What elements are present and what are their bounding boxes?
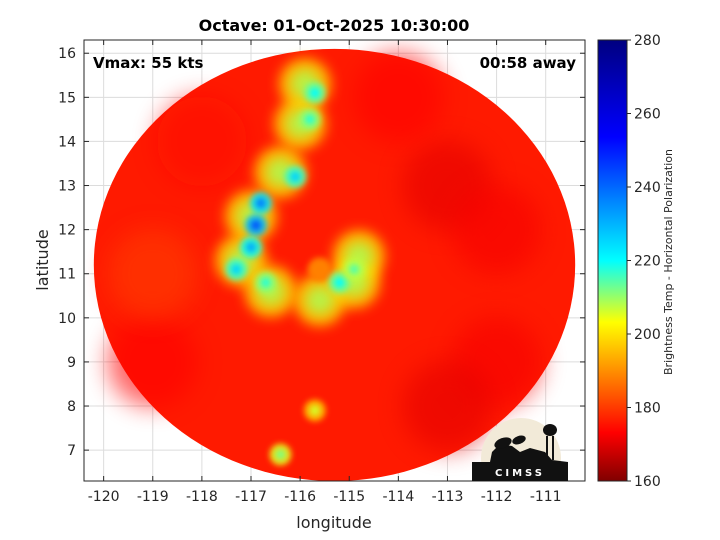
y-tick-label: 11	[58, 267, 76, 283]
convective-core	[246, 242, 256, 253]
colorbar-tick-label: 260	[634, 107, 661, 123]
x-tick-label: -118	[186, 489, 218, 505]
y-tick-label: 12	[58, 223, 76, 239]
y-tick-label: 9	[67, 355, 76, 371]
cimss-logo: CIMSS	[472, 418, 568, 481]
y-axis-label: latitude	[33, 229, 52, 290]
swath-texture	[451, 184, 542, 275]
convective-core	[309, 405, 320, 416]
y-tick-label: 14	[58, 134, 76, 150]
y-axis-ticks: 7 8 9 10 11 12 13 14 15 16	[58, 46, 585, 459]
x-axis-label: longitude	[296, 513, 371, 532]
logo-text: CIMSS	[495, 468, 545, 479]
chart-title: Octave: 01-Oct-2025 10:30:00	[199, 16, 470, 35]
convective-core	[275, 449, 286, 460]
y-tick-label: 7	[67, 443, 76, 459]
y-tick-label: 13	[58, 179, 76, 195]
axes-box	[83, 39, 586, 482]
colorbar-tick-label: 240	[634, 180, 661, 196]
colorbar-ticks: 160 180 200 220 240 260 280	[627, 33, 661, 490]
swath-texture	[107, 316, 198, 407]
swath-texture	[156, 96, 247, 187]
convective-core	[309, 87, 320, 98]
convective-core	[349, 264, 360, 275]
y-tick-label: 10	[58, 311, 76, 327]
colorbar-label: Brightness Temp - Horizontal Polarizatio…	[662, 149, 675, 375]
time-away-annotation: 00:58 away	[480, 54, 577, 72]
x-tick-label: -119	[137, 489, 169, 505]
y-tick-label: 15	[58, 90, 76, 106]
x-tick-label: -113	[432, 489, 464, 505]
storm-eye	[307, 257, 332, 282]
swath-texture	[353, 52, 444, 143]
y-tick-label: 8	[67, 399, 76, 415]
convective-core	[250, 220, 261, 231]
x-tick-label: -114	[382, 489, 414, 505]
colorbar-tick-label: 280	[634, 33, 661, 49]
colorbar-tick-label: 160	[634, 474, 661, 490]
swath-texture	[107, 228, 198, 319]
x-axis-ticks: -120 -119 -118 -117 -116 -115 -114 -113 -112 -111	[88, 40, 562, 505]
vmax-annotation: Vmax: 55 kts	[93, 54, 203, 72]
convective-core	[290, 171, 301, 182]
convective-core	[260, 277, 271, 288]
x-tick-label: -115	[333, 489, 365, 505]
convective-core	[304, 114, 315, 125]
colorbar-tick-label: 180	[634, 401, 661, 417]
x-tick-label: -120	[88, 489, 120, 505]
convective-core	[334, 277, 345, 288]
swath-texture	[402, 361, 493, 452]
x-tick-label: -116	[284, 489, 316, 505]
colorbar-tick-label: 200	[634, 327, 661, 343]
colorbar-tick-label: 220	[634, 254, 661, 270]
rainband-core	[305, 286, 334, 315]
convective-core	[255, 198, 266, 209]
colorbar	[597, 39, 628, 482]
microwave-swath	[93, 48, 576, 481]
convective-core	[231, 264, 242, 275]
x-tick-label: -117	[235, 489, 267, 505]
x-tick-label: -112	[481, 489, 513, 505]
y-tick-label: 16	[58, 46, 76, 62]
x-tick-label: -111	[530, 489, 562, 505]
